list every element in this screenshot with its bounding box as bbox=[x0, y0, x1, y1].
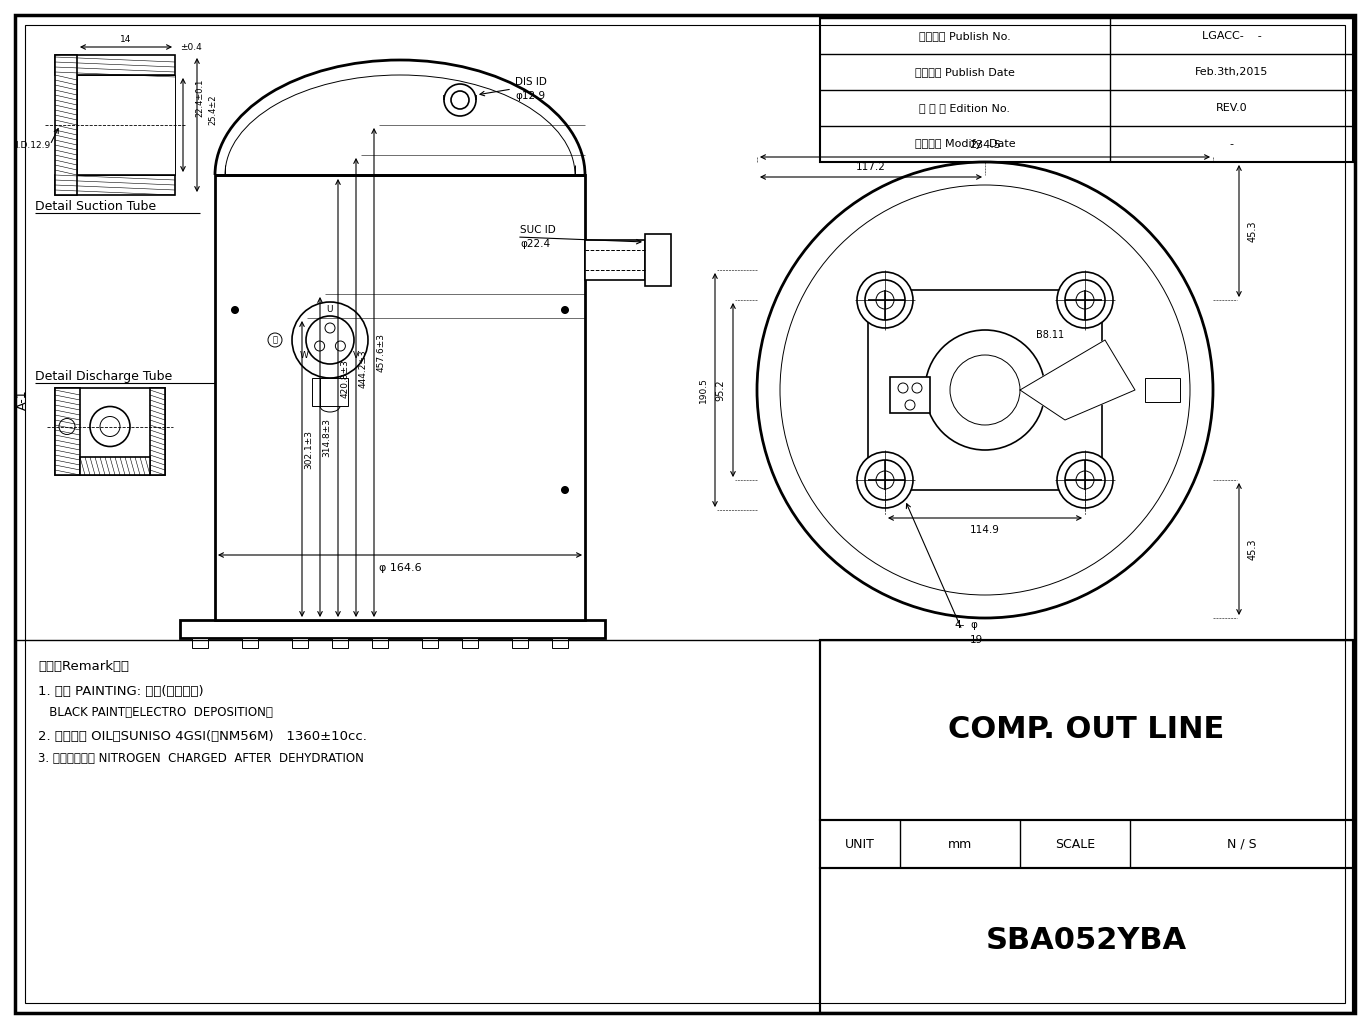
Bar bbox=[192, 638, 208, 648]
Circle shape bbox=[562, 306, 569, 314]
Text: 314.8±3: 314.8±3 bbox=[322, 418, 332, 457]
Circle shape bbox=[292, 302, 369, 378]
Bar bbox=[77, 75, 175, 175]
Bar bbox=[149, 388, 164, 475]
Text: U: U bbox=[327, 305, 333, 315]
Text: 4-: 4- bbox=[955, 620, 964, 630]
Text: 19: 19 bbox=[970, 635, 984, 645]
Text: 3. 干燥后充氮气 NITROGEN  CHARGED  AFTER  DEHYDRATION: 3. 干燥后充氮气 NITROGEN CHARGED AFTER DEHYDRA… bbox=[38, 752, 364, 765]
Text: A-1: A-1 bbox=[15, 390, 29, 410]
Bar bbox=[821, 868, 1354, 1013]
Bar bbox=[512, 638, 527, 648]
Text: COMP. OUT LINE: COMP. OUT LINE bbox=[948, 715, 1225, 744]
Bar bbox=[869, 290, 1101, 490]
Text: 发布日期 Publish Date: 发布日期 Publish Date bbox=[915, 67, 1015, 77]
Text: V: V bbox=[353, 351, 359, 360]
Text: REV.0: REV.0 bbox=[1215, 103, 1247, 113]
Text: 修订日期 Modify  Date: 修订日期 Modify Date bbox=[915, 139, 1015, 149]
Text: φ22.4: φ22.4 bbox=[521, 238, 551, 249]
Text: 版 本 号 Edition No.: 版 本 号 Edition No. bbox=[919, 103, 1011, 113]
Text: φ12.9: φ12.9 bbox=[515, 91, 545, 101]
Circle shape bbox=[232, 306, 238, 314]
Bar bbox=[1145, 378, 1180, 402]
Text: 234.5: 234.5 bbox=[969, 140, 1001, 150]
Text: Ⓖ: Ⓖ bbox=[273, 335, 278, 344]
Bar bbox=[821, 640, 1354, 1013]
Text: ±0.4: ±0.4 bbox=[179, 42, 201, 51]
Text: Feb.3th,2015: Feb.3th,2015 bbox=[1195, 67, 1269, 77]
Text: 1. 喷涂 PAINTING: 黑色(电泳涂装): 1. 喷涂 PAINTING: 黑色(电泳涂装) bbox=[38, 685, 204, 698]
Bar bbox=[179, 620, 606, 638]
Bar bbox=[55, 175, 175, 195]
Circle shape bbox=[858, 452, 912, 508]
Text: -: - bbox=[1229, 139, 1233, 149]
Text: 302.1±3: 302.1±3 bbox=[304, 430, 314, 469]
Text: 190.5: 190.5 bbox=[699, 377, 707, 403]
Bar bbox=[422, 638, 438, 648]
Bar bbox=[890, 377, 930, 413]
Text: 117.2: 117.2 bbox=[856, 162, 886, 172]
Text: 114.9: 114.9 bbox=[970, 525, 1000, 535]
Bar bbox=[645, 234, 671, 286]
Text: Detail Suction Tube: Detail Suction Tube bbox=[36, 200, 156, 213]
Bar bbox=[332, 638, 348, 648]
Text: 22.4±0.1: 22.4±0.1 bbox=[196, 78, 204, 117]
Text: SCALE: SCALE bbox=[1055, 838, 1095, 850]
Text: 420.8±3: 420.8±3 bbox=[341, 359, 349, 398]
Circle shape bbox=[858, 272, 912, 328]
Text: SUC ID: SUC ID bbox=[521, 225, 556, 235]
Polygon shape bbox=[1021, 340, 1134, 420]
Text: UNIT: UNIT bbox=[845, 838, 875, 850]
Bar bbox=[552, 638, 569, 648]
Text: mm: mm bbox=[948, 838, 973, 850]
Text: 25.4±2: 25.4±2 bbox=[208, 95, 218, 125]
Bar bbox=[55, 56, 175, 75]
Text: φ: φ bbox=[970, 620, 977, 630]
Text: B8.11: B8.11 bbox=[1036, 330, 1064, 340]
Text: 457.6±3: 457.6±3 bbox=[377, 333, 385, 372]
Text: SBA052YBA: SBA052YBA bbox=[986, 926, 1186, 955]
Circle shape bbox=[562, 486, 569, 493]
Bar bbox=[821, 640, 1354, 820]
Text: W: W bbox=[300, 351, 308, 360]
Bar bbox=[292, 638, 308, 648]
Text: 45.3: 45.3 bbox=[1248, 220, 1258, 242]
Text: I.D.12.9: I.D.12.9 bbox=[15, 141, 49, 149]
Bar bbox=[312, 378, 348, 406]
Text: BLACK PAINT（ELECTRO  DEPOSITION）: BLACK PAINT（ELECTRO DEPOSITION） bbox=[38, 706, 273, 719]
Bar bbox=[215, 175, 585, 620]
Text: 2. 冷冻机油 OIL：SUNISO 4GSI(或NM56M)   1360±10cc.: 2. 冷冻机油 OIL：SUNISO 4GSI(或NM56M) 1360±10c… bbox=[38, 730, 367, 743]
Circle shape bbox=[1058, 272, 1112, 328]
Bar bbox=[373, 638, 388, 648]
Bar bbox=[462, 638, 478, 648]
Text: 14: 14 bbox=[121, 36, 132, 44]
Text: 发行编号 Publish No.: 发行编号 Publish No. bbox=[919, 31, 1011, 41]
Bar bbox=[55, 388, 79, 475]
Bar bbox=[79, 457, 149, 475]
Bar bbox=[55, 388, 164, 475]
Bar bbox=[821, 19, 1354, 162]
Text: Detail Discharge Tube: Detail Discharge Tube bbox=[36, 370, 173, 383]
Text: DIS ID: DIS ID bbox=[515, 77, 547, 87]
Bar bbox=[821, 820, 1354, 868]
Text: 注释（Remark）：: 注释（Remark）： bbox=[38, 660, 129, 673]
Text: N / S: N / S bbox=[1226, 838, 1256, 850]
Bar bbox=[242, 638, 258, 648]
Text: 95.2: 95.2 bbox=[715, 379, 725, 401]
Text: LGACC-    -: LGACC- - bbox=[1201, 31, 1262, 41]
Text: φ 164.6: φ 164.6 bbox=[378, 563, 422, 573]
Text: 444.2±3: 444.2±3 bbox=[359, 348, 367, 388]
Circle shape bbox=[1058, 452, 1112, 508]
Bar bbox=[585, 240, 645, 280]
Bar bbox=[55, 56, 77, 195]
Text: 45.3: 45.3 bbox=[1248, 539, 1258, 560]
